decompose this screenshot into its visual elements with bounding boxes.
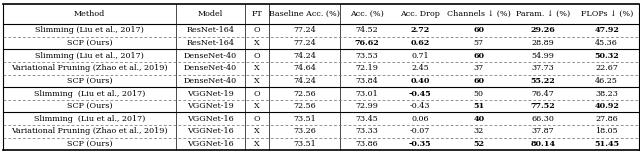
- Text: 45.36: 45.36: [595, 39, 618, 47]
- Text: FT: FT: [252, 10, 262, 18]
- Text: 51.45: 51.45: [594, 140, 620, 148]
- Text: 73.53: 73.53: [355, 52, 378, 60]
- Text: 57: 57: [474, 39, 484, 47]
- Text: 28.89: 28.89: [531, 39, 554, 47]
- Text: 72.56: 72.56: [293, 102, 316, 110]
- Text: Variational Pruning (Zhao et al., 2019): Variational Pruning (Zhao et al., 2019): [12, 64, 168, 72]
- Text: 73.51: 73.51: [293, 140, 316, 148]
- Text: 47.92: 47.92: [595, 26, 619, 34]
- Text: Slimming  (Liu et al., 2017): Slimming (Liu et al., 2017): [34, 90, 145, 98]
- Text: -0.45: -0.45: [409, 90, 431, 98]
- Text: X: X: [254, 102, 260, 110]
- Text: 0.40: 0.40: [410, 77, 430, 85]
- Text: 0.62: 0.62: [410, 39, 430, 47]
- Text: 50.32: 50.32: [595, 52, 619, 60]
- Text: SCP (Ours): SCP (Ours): [67, 77, 113, 85]
- Text: 73.01: 73.01: [355, 90, 378, 98]
- Text: VGGNet-19: VGGNet-19: [187, 102, 234, 110]
- Text: SCP (Ours): SCP (Ours): [67, 140, 113, 148]
- Text: 38.23: 38.23: [595, 90, 618, 98]
- Text: 60: 60: [474, 77, 484, 85]
- Text: 55.22: 55.22: [531, 77, 555, 85]
- Text: 40: 40: [474, 115, 484, 123]
- Text: 80.14: 80.14: [531, 140, 556, 148]
- Text: -0.43: -0.43: [410, 102, 430, 110]
- Text: 27.86: 27.86: [595, 115, 618, 123]
- Text: VGGNet-16: VGGNet-16: [187, 115, 234, 123]
- Text: 32: 32: [474, 127, 484, 135]
- Text: Baseline Acc. (%): Baseline Acc. (%): [269, 10, 340, 18]
- Text: Acc. (%): Acc. (%): [349, 10, 383, 18]
- Text: 60: 60: [474, 26, 484, 34]
- Text: 73.51: 73.51: [293, 115, 316, 123]
- Text: FLOPs ↓ (%): FLOPs ↓ (%): [580, 10, 633, 18]
- Text: DenseNet-40: DenseNet-40: [184, 64, 237, 72]
- Text: -0.07: -0.07: [410, 127, 430, 135]
- Text: O: O: [253, 26, 260, 34]
- Text: 54.99: 54.99: [531, 52, 554, 60]
- Text: SCP (Ours): SCP (Ours): [67, 39, 113, 47]
- Text: 73.86: 73.86: [355, 140, 378, 148]
- Text: ResNet-164: ResNet-164: [186, 26, 234, 34]
- Text: Slimming  (Liu et al., 2017): Slimming (Liu et al., 2017): [34, 115, 145, 123]
- Text: 72.19: 72.19: [355, 64, 378, 72]
- Text: O: O: [253, 115, 260, 123]
- Text: 66.30: 66.30: [531, 115, 554, 123]
- Text: X: X: [254, 140, 260, 148]
- Text: 60: 60: [474, 52, 484, 60]
- Text: 77.24: 77.24: [293, 39, 316, 47]
- Text: 29.26: 29.26: [531, 26, 555, 34]
- Text: 37.73: 37.73: [531, 64, 554, 72]
- Text: Slimming (Liu et al., 2017): Slimming (Liu et al., 2017): [35, 26, 144, 34]
- Text: Param. ↓ (%): Param. ↓ (%): [516, 10, 570, 18]
- Text: 74.24: 74.24: [293, 77, 316, 85]
- Text: DenseNet-40: DenseNet-40: [184, 77, 237, 85]
- Text: 22.67: 22.67: [595, 64, 618, 72]
- Text: 2.45: 2.45: [412, 64, 429, 72]
- Text: Method: Method: [74, 10, 105, 18]
- Text: Acc. Drop: Acc. Drop: [400, 10, 440, 18]
- Text: X: X: [254, 64, 260, 72]
- Text: 40.92: 40.92: [595, 102, 619, 110]
- Text: 77.52: 77.52: [531, 102, 555, 110]
- Text: X: X: [254, 77, 260, 85]
- Text: 73.45: 73.45: [355, 115, 378, 123]
- Text: X: X: [254, 127, 260, 135]
- Text: 52: 52: [474, 140, 484, 148]
- Text: -0.35: -0.35: [409, 140, 431, 148]
- Text: 74.64: 74.64: [293, 64, 316, 72]
- Text: 50: 50: [474, 90, 484, 98]
- Text: 73.33: 73.33: [355, 127, 378, 135]
- Text: VGGNet-19: VGGNet-19: [187, 90, 234, 98]
- Text: 73.26: 73.26: [293, 127, 316, 135]
- Text: ResNet-164: ResNet-164: [186, 39, 234, 47]
- Text: 46.25: 46.25: [595, 77, 618, 85]
- Text: Slimming (Liu et al., 2017): Slimming (Liu et al., 2017): [35, 52, 144, 60]
- Text: X: X: [254, 39, 260, 47]
- Text: 37.87: 37.87: [531, 127, 554, 135]
- Text: 51: 51: [473, 102, 484, 110]
- Text: 76.62: 76.62: [355, 39, 379, 47]
- Text: Variational Pruning (Zhao et al., 2019): Variational Pruning (Zhao et al., 2019): [12, 127, 168, 135]
- Text: O: O: [253, 52, 260, 60]
- Text: 2.72: 2.72: [410, 26, 430, 34]
- Text: VGGNet-16: VGGNet-16: [187, 140, 234, 148]
- Text: 72.99: 72.99: [355, 102, 378, 110]
- Text: 74.52: 74.52: [355, 26, 378, 34]
- Text: VGGNet-16: VGGNet-16: [187, 127, 234, 135]
- Text: Model: Model: [198, 10, 223, 18]
- Text: 76.47: 76.47: [531, 90, 554, 98]
- Text: SCP (Ours): SCP (Ours): [67, 102, 113, 110]
- Text: 77.24: 77.24: [293, 26, 316, 34]
- Text: O: O: [253, 90, 260, 98]
- Text: 72.56: 72.56: [293, 90, 316, 98]
- Text: Channels ↓ (%): Channels ↓ (%): [447, 10, 511, 18]
- Text: 74.24: 74.24: [293, 52, 316, 60]
- Text: 18.05: 18.05: [595, 127, 618, 135]
- Text: 37: 37: [474, 64, 484, 72]
- Text: 0.71: 0.71: [412, 52, 429, 60]
- Text: 73.84: 73.84: [355, 77, 378, 85]
- Text: DenseNet-40: DenseNet-40: [184, 52, 237, 60]
- Text: 0.06: 0.06: [412, 115, 429, 123]
